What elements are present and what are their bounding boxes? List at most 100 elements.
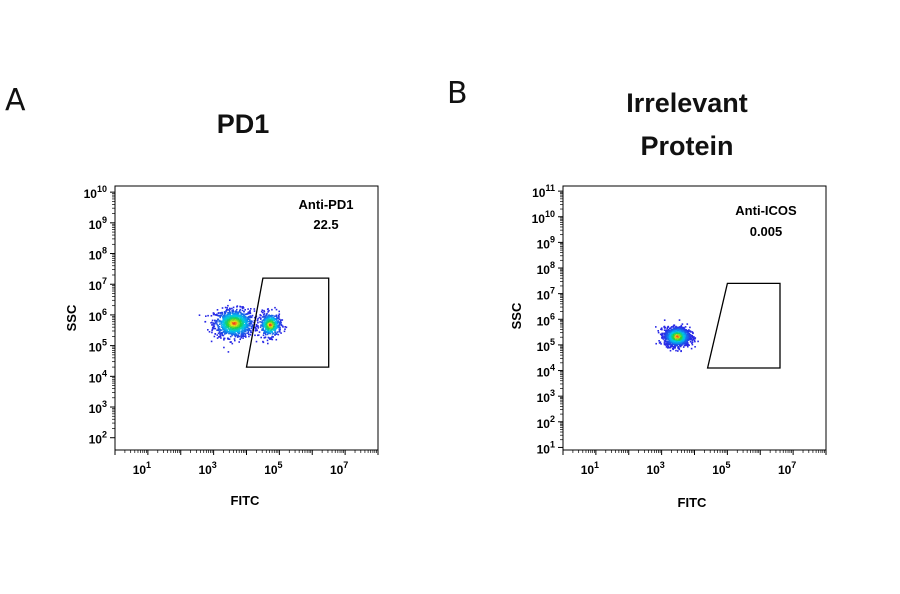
event-dot [262,328,264,330]
event-dot [228,315,231,317]
y-tick-label: 106 [89,307,107,324]
event-dot [227,313,230,315]
event-dot [693,339,696,342]
panel-a-gate-label: Anti-PD1 [299,197,354,212]
event-dot [246,329,249,331]
event-dot [260,317,262,319]
event-dot [673,324,676,327]
event-dot [692,337,695,339]
event-dot [253,310,256,312]
event-dot [694,346,696,348]
event-dot [680,328,682,330]
event-dot [671,343,673,346]
event-dot [666,347,669,349]
event-dot [279,319,282,321]
event-dot [670,330,672,333]
event-dot [244,318,247,321]
event-dot [211,331,213,334]
event-dot [236,336,239,338]
event-dot [275,320,277,323]
event-dot [265,322,268,325]
event-dot [211,321,213,324]
event-dot [273,324,276,326]
event-dot [682,346,685,348]
event-dot [274,331,277,333]
event-dot [678,329,680,331]
event-dot [689,336,692,338]
event-dot [666,336,668,338]
event-dot [683,339,685,341]
x-tick-label: 105 [712,460,730,477]
panel-b-title-line-2: Protein [640,131,733,161]
event-dot [216,314,219,317]
gate-polygon[interactable] [245,277,330,368]
event-dot [210,340,213,343]
event-dot [668,342,671,344]
event-dot [219,315,221,317]
event-dot [262,325,264,328]
event-dot [220,337,222,339]
event-dot [265,321,268,324]
event-dot [261,328,263,330]
event-dot [235,315,238,317]
event-dot [246,325,249,328]
event-dot [211,319,214,322]
event-dot [271,335,273,338]
event-dot [223,311,226,313]
event-dot [658,340,660,342]
event-dot [230,322,232,325]
event-dot [272,319,274,322]
event-dot [689,331,692,333]
event-dot [223,319,226,322]
event-dot [685,339,687,342]
event-dot [677,331,679,333]
event-dot [266,315,269,317]
event-dot [266,321,269,323]
event-dot [679,340,682,342]
event-dot [272,316,275,319]
event-dot [657,331,660,334]
event-dot [272,332,275,335]
event-dot [231,320,234,323]
event-dot [239,327,241,330]
event-dot [237,322,240,325]
event-dot [692,331,694,334]
event-dot [674,331,676,334]
event-dot [247,308,249,310]
event-dot [279,326,281,329]
event-dot [245,313,247,316]
event-dot [235,329,237,332]
event-dot [265,323,267,326]
event-dot [250,325,253,328]
event-dot [222,315,224,318]
event-dot [229,328,231,330]
x-tick-label: 103 [198,460,216,477]
event-dot [687,329,689,332]
event-dot [239,321,242,324]
event-dot [670,343,672,346]
event-dot [678,342,680,344]
event-dot [662,338,665,340]
event-dot [664,332,667,335]
event-dot [685,329,688,331]
event-dot [228,338,231,340]
event-dot [255,340,258,343]
gate-polygon[interactable] [706,282,781,369]
event-dot [205,315,207,317]
event-dot [670,333,672,336]
event-dot [265,317,267,320]
event-dot [260,314,262,317]
event-dot [238,320,241,322]
event-dot [689,337,691,340]
event-dot [672,335,675,337]
event-dot [224,323,226,325]
event-dot [688,330,691,332]
event-dot [681,327,684,329]
event-dot [689,334,692,336]
event-dot [266,333,269,336]
event-dot [243,330,246,332]
event-dot [232,319,234,321]
event-dot [236,311,238,313]
event-dot [247,312,249,315]
event-dot [683,334,686,337]
